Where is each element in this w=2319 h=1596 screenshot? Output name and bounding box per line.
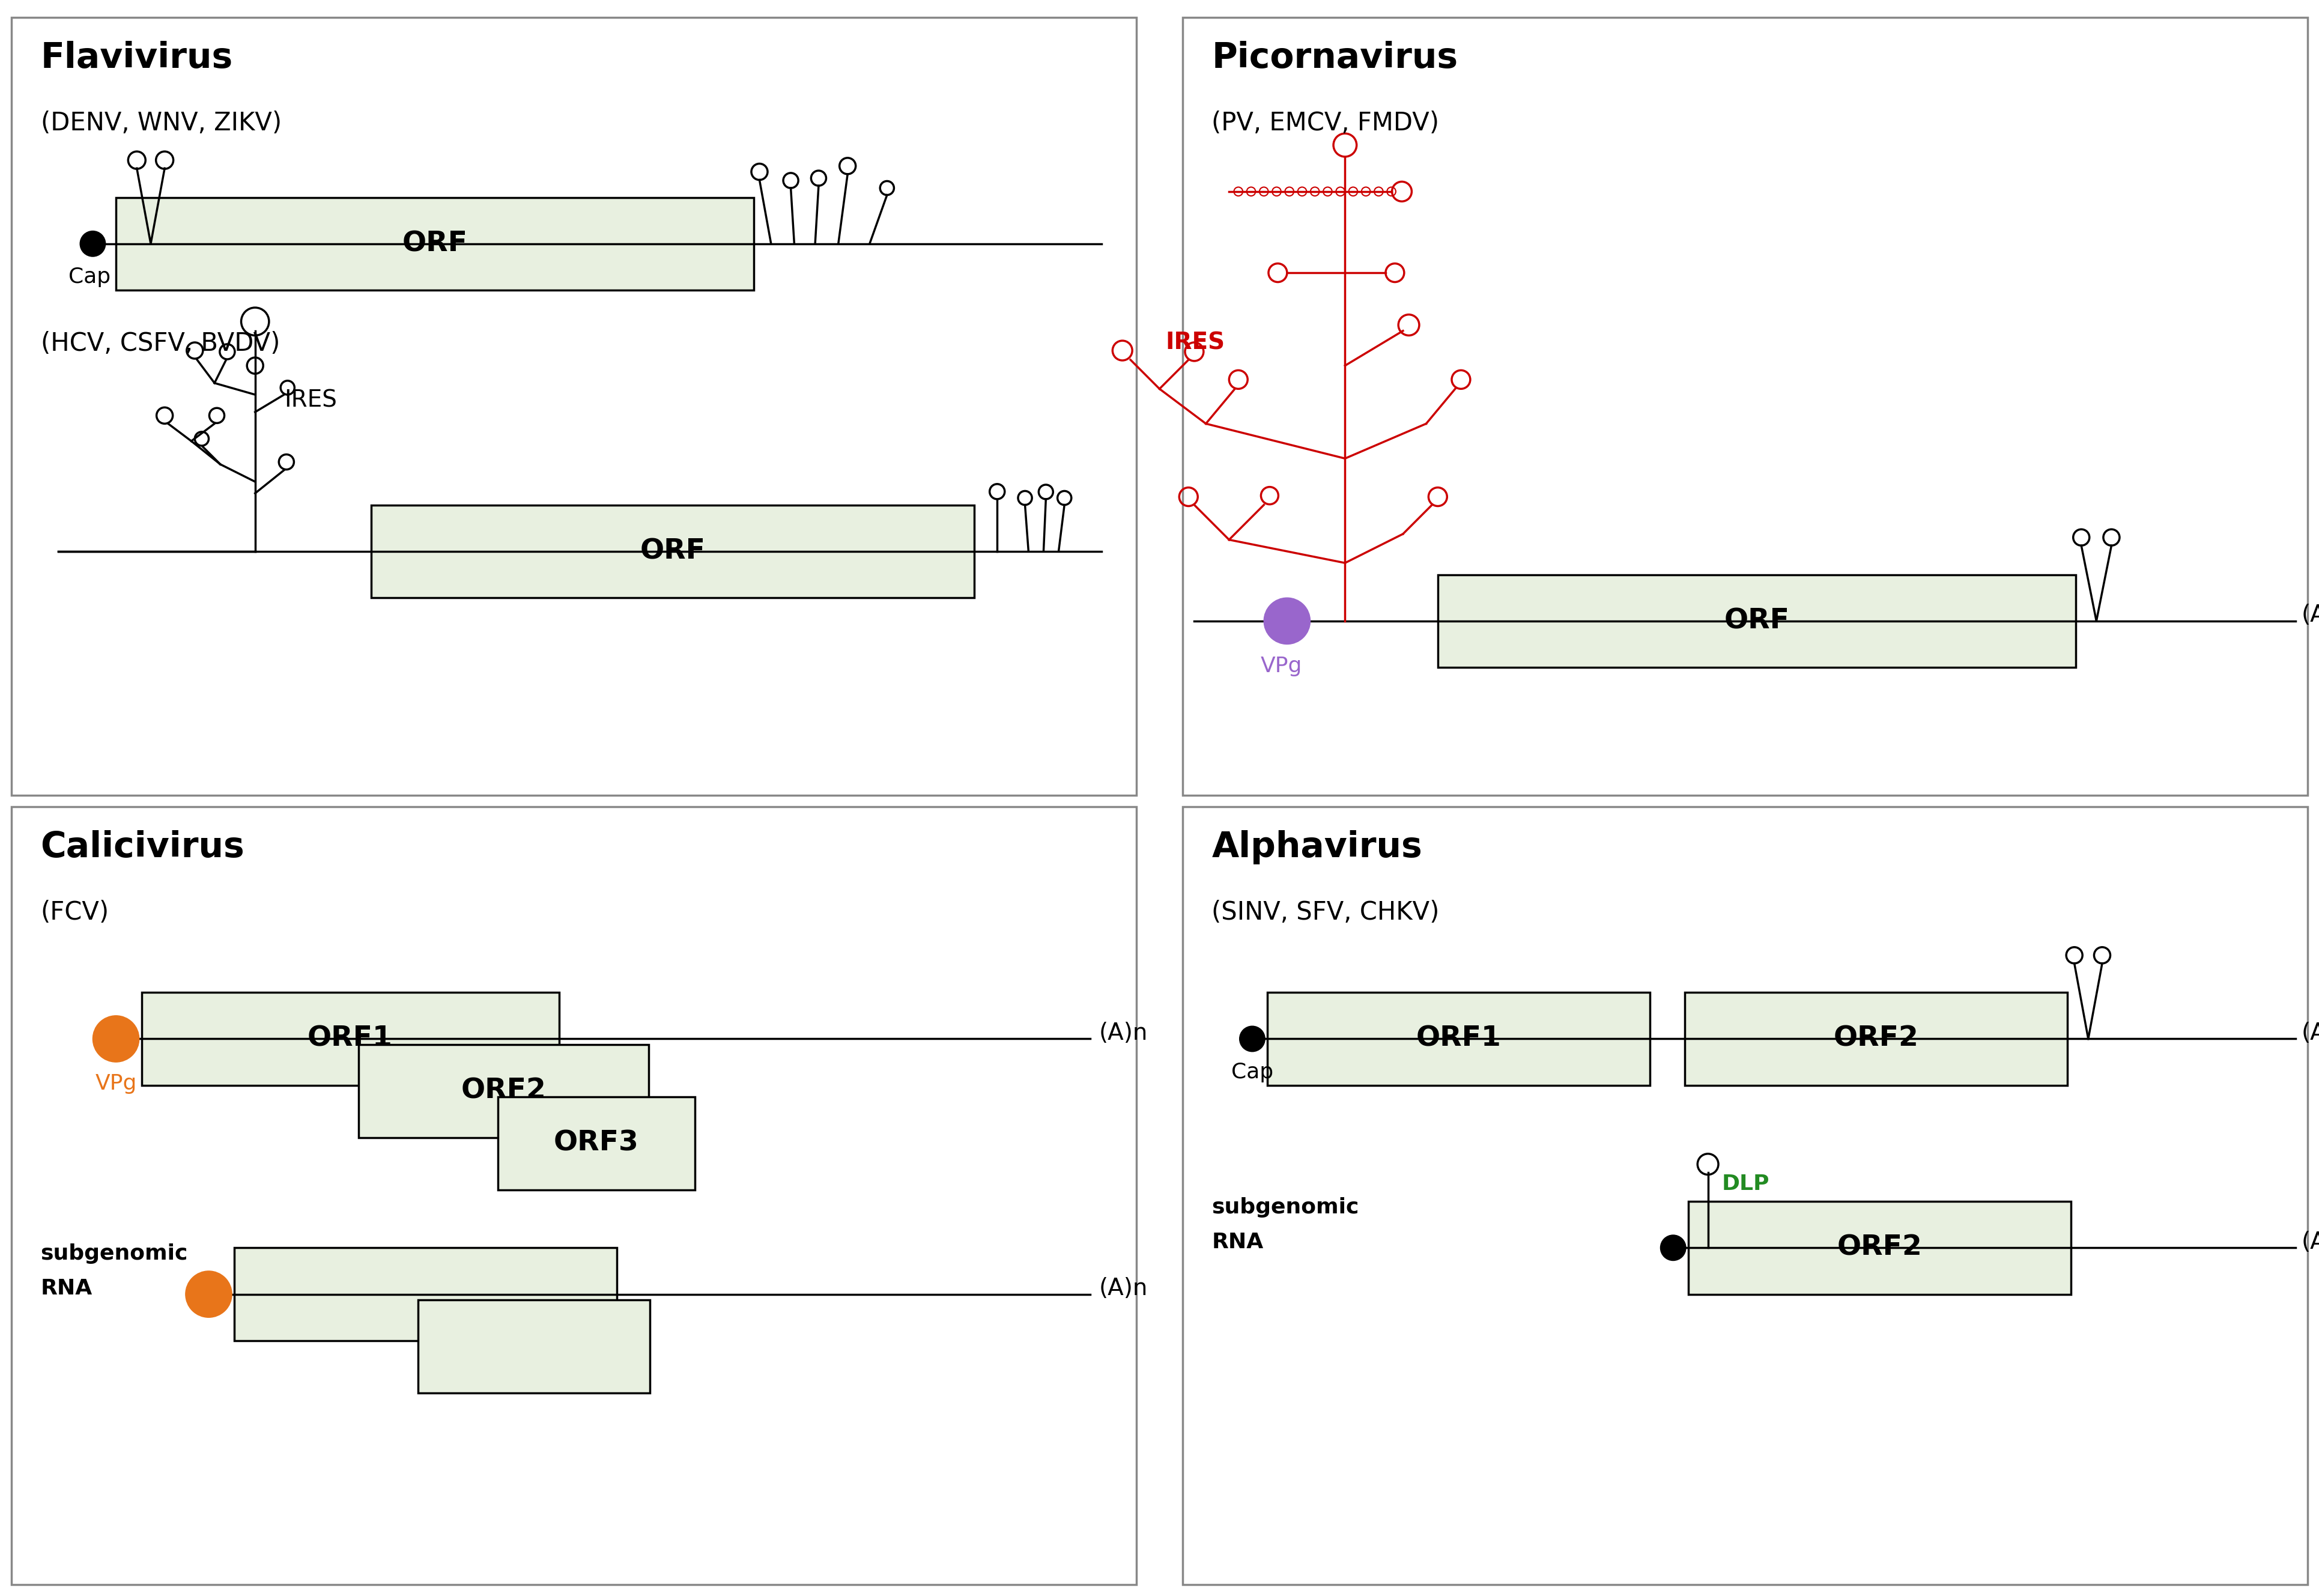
FancyBboxPatch shape <box>417 1301 649 1393</box>
Text: ORF3: ORF3 <box>554 1130 638 1157</box>
Circle shape <box>1660 1235 1686 1261</box>
FancyBboxPatch shape <box>234 1248 617 1341</box>
FancyBboxPatch shape <box>116 198 754 290</box>
Text: (FCV): (FCV) <box>42 900 109 924</box>
Text: subgenomic: subgenomic <box>42 1243 188 1264</box>
Text: ORF: ORF <box>1723 608 1790 635</box>
Circle shape <box>1264 598 1310 645</box>
Text: (A)n: (A)n <box>2300 603 2319 627</box>
FancyBboxPatch shape <box>1266 993 1651 1085</box>
Text: IRES: IRES <box>1166 330 1224 354</box>
Text: (A)n: (A)n <box>2300 1231 2319 1253</box>
FancyBboxPatch shape <box>1688 1202 2071 1294</box>
Text: (PV, EMCV, FMDV): (PV, EMCV, FMDV) <box>1213 110 1440 136</box>
Text: ORF2: ORF2 <box>1837 1234 1922 1261</box>
Text: Alphavirus: Alphavirus <box>1213 830 1422 863</box>
Text: VPg: VPg <box>1262 656 1301 677</box>
Text: (A)n: (A)n <box>1099 1277 1148 1299</box>
Text: ORF2: ORF2 <box>461 1077 545 1104</box>
FancyBboxPatch shape <box>12 18 1136 795</box>
Text: IRES: IRES <box>283 389 336 412</box>
Text: ORF2: ORF2 <box>1834 1025 1918 1052</box>
Text: ORF: ORF <box>401 230 468 257</box>
Circle shape <box>93 1015 139 1061</box>
Text: ORF1: ORF1 <box>1417 1025 1500 1052</box>
FancyBboxPatch shape <box>141 993 559 1085</box>
Text: DLP: DLP <box>1721 1173 1769 1194</box>
Text: VPg: VPg <box>95 1074 137 1095</box>
FancyBboxPatch shape <box>1438 575 2076 667</box>
Text: Picornavirus: Picornavirus <box>1213 40 1459 75</box>
FancyBboxPatch shape <box>1183 18 2307 795</box>
FancyBboxPatch shape <box>371 504 974 598</box>
Text: Flavivirus: Flavivirus <box>42 40 232 75</box>
Text: ORF: ORF <box>640 538 705 565</box>
Text: (DENV, WNV, ZIKV): (DENV, WNV, ZIKV) <box>42 110 281 136</box>
Text: Cap: Cap <box>1231 1061 1273 1082</box>
Text: Calicivirus: Calicivirus <box>42 830 243 863</box>
Text: subgenomic: subgenomic <box>1213 1197 1359 1218</box>
Text: RNA: RNA <box>1213 1232 1264 1253</box>
Text: RNA: RNA <box>42 1278 93 1299</box>
Text: (SINV, SFV, CHKV): (SINV, SFV, CHKV) <box>1213 900 1440 924</box>
Text: (A)n: (A)n <box>2300 1021 2319 1044</box>
Text: (HCV, CSFV, BVDV): (HCV, CSFV, BVDV) <box>42 330 281 356</box>
Text: (A)n: (A)n <box>1099 1021 1148 1044</box>
FancyBboxPatch shape <box>359 1045 649 1138</box>
FancyBboxPatch shape <box>499 1096 696 1189</box>
Circle shape <box>1238 1026 1266 1052</box>
Circle shape <box>186 1270 232 1317</box>
Text: ORF1: ORF1 <box>308 1025 392 1052</box>
FancyBboxPatch shape <box>12 806 1136 1585</box>
FancyBboxPatch shape <box>1686 993 2069 1085</box>
Circle shape <box>79 231 107 257</box>
Text: Cap: Cap <box>67 267 111 287</box>
FancyBboxPatch shape <box>1183 806 2307 1585</box>
